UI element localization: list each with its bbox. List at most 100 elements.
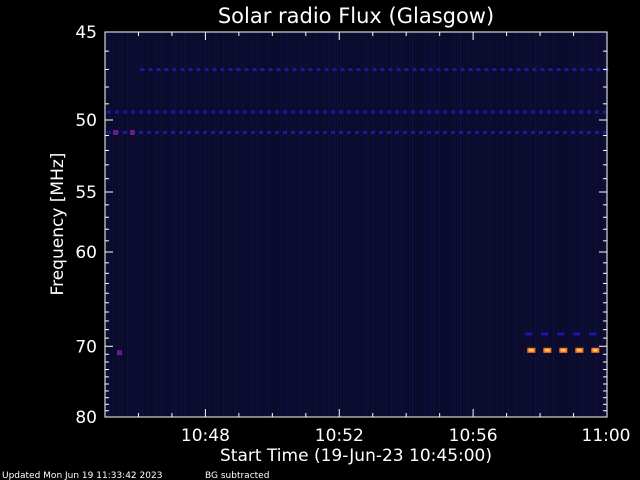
interference-segment (428, 67, 433, 71)
noise-stripe (223, 33, 225, 416)
interference-segment (324, 67, 329, 71)
noise-stripe (280, 33, 282, 416)
noise-stripe (523, 33, 525, 416)
noise-stripe (343, 33, 345, 416)
interference-segment (155, 130, 159, 134)
interference-segment (339, 130, 343, 134)
interference-segment (557, 332, 565, 336)
noise-stripe (322, 33, 324, 416)
noise-stripe (307, 33, 309, 416)
noise-stripe (586, 33, 588, 416)
noise-stripe (181, 33, 183, 416)
interference-segment (356, 67, 361, 71)
noise-stripe (142, 33, 144, 416)
interference-segment (332, 67, 337, 71)
noise-stripe (517, 33, 519, 416)
interference-segment (420, 67, 425, 71)
noise-stripe (490, 33, 492, 416)
interference-segment (251, 110, 255, 114)
noise-stripe (184, 33, 186, 416)
noise-stripe (256, 33, 258, 416)
updated-timestamp: Updated Mon Jun 19 11:33:42 2023 (2, 471, 162, 480)
interference-segment (147, 130, 151, 134)
noise-stripe (601, 33, 603, 416)
interference-segment (164, 67, 169, 71)
noise-stripe (364, 33, 366, 416)
noise-stripe (538, 33, 540, 416)
interference-segment (388, 67, 393, 71)
noise-stripe (481, 33, 483, 416)
noise-stripe (355, 33, 357, 416)
noise-stripe (301, 33, 303, 416)
interference-segment (572, 67, 577, 71)
noise-stripe (436, 33, 438, 416)
noise-stripe (574, 33, 576, 416)
noise-stripe (337, 33, 339, 416)
interference-segment (243, 110, 247, 114)
interference-segment (203, 130, 207, 134)
interference-segment (523, 130, 527, 134)
noise-stripe (121, 33, 123, 416)
noise-stripe (556, 33, 558, 416)
interference-segment (459, 130, 463, 134)
noise-stripe (412, 33, 414, 416)
noise-stripe (505, 33, 507, 416)
noise-stripe (235, 33, 237, 416)
noise-stripe (394, 33, 396, 416)
interference-segment (468, 67, 473, 71)
noise-stripe (154, 33, 156, 416)
interference-segment (539, 110, 543, 114)
interference-segment (435, 110, 439, 114)
interference-segment (483, 130, 487, 134)
interference-segment (451, 110, 455, 114)
interference-segment (531, 110, 535, 114)
noise-stripe (346, 33, 348, 416)
noise-stripe (367, 33, 369, 416)
interference-segment (580, 67, 585, 71)
noise-stripe (319, 33, 321, 416)
noise-stripe (520, 33, 522, 416)
noise-stripe (535, 33, 537, 416)
noise-stripe (220, 33, 222, 416)
interference-segment (284, 67, 289, 71)
noise-stripe (373, 33, 375, 416)
noise-stripe (352, 33, 354, 416)
noise-stripe (274, 33, 276, 416)
noise-stripe (112, 33, 114, 416)
x-axis-label: Start Time (19-Jun-23 10:45:00) (220, 446, 492, 466)
interference-segment (516, 67, 521, 71)
interference-segment (427, 110, 431, 114)
interference-segment (228, 67, 233, 71)
noise-stripe (253, 33, 255, 416)
interference-segment (363, 130, 367, 134)
interference-segment (348, 67, 353, 71)
noise-stripe (214, 33, 216, 416)
noise-stripe (199, 33, 201, 416)
noise-stripe (406, 33, 408, 416)
noise-stripe (544, 33, 546, 416)
interference-segment (443, 110, 447, 114)
interference-segment (300, 67, 305, 71)
y-tick-label: 55 (75, 183, 97, 203)
interference-segment (395, 130, 399, 134)
interference-segment (460, 67, 465, 71)
interference-segment (532, 67, 537, 71)
noise-stripe (232, 33, 234, 416)
noise-stripe (502, 33, 504, 416)
interference-segment (140, 67, 145, 71)
noise-stripe (451, 33, 453, 416)
interference-segment (235, 130, 239, 134)
interference-segment (459, 110, 463, 114)
noise-stripe (454, 33, 456, 416)
interference-segment (315, 110, 319, 114)
interference-segment (139, 110, 143, 114)
interference-segment (107, 110, 111, 114)
interference-segment (292, 67, 297, 71)
noise-stripe (403, 33, 405, 416)
interference-segment (315, 130, 319, 134)
noise-stripe (283, 33, 285, 416)
noise-stripe (379, 33, 381, 416)
interference-segment (331, 110, 335, 114)
noise-stripe (130, 33, 132, 416)
noise-stripe (328, 33, 330, 416)
